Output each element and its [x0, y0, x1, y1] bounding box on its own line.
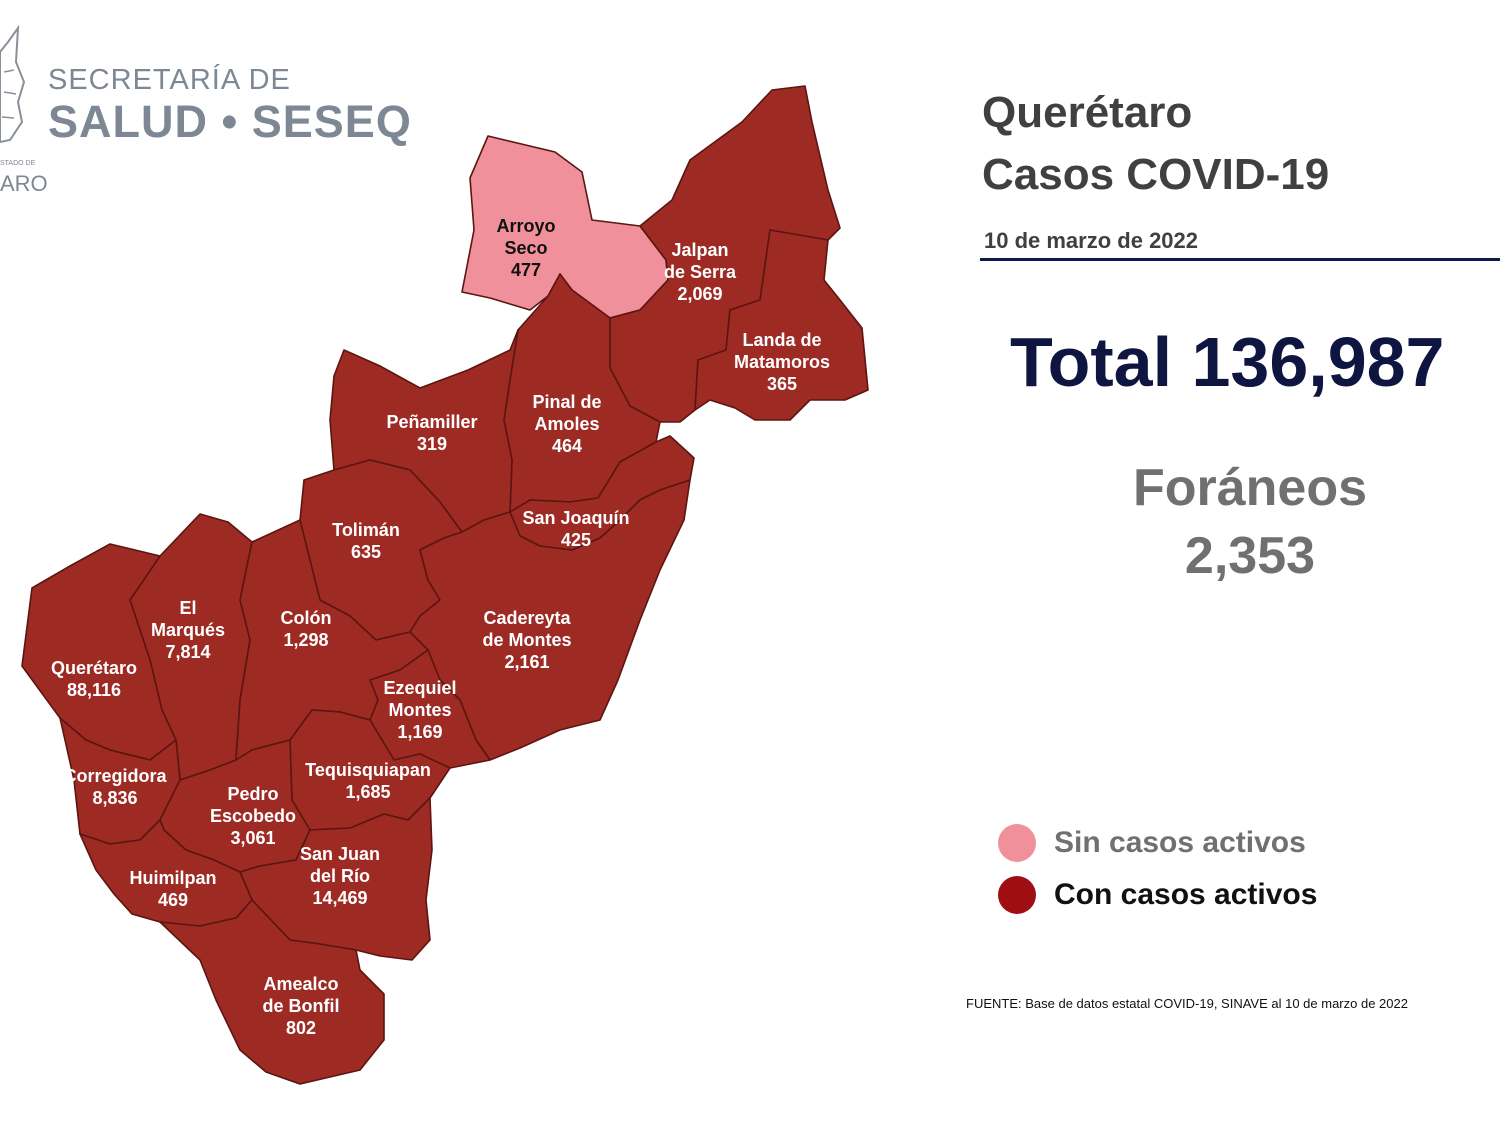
label-amealco: Amealco de Bonfil 802 [263, 974, 340, 1038]
label-jalpan: Jalpan de Serra 2,069 [664, 240, 737, 304]
label-toliman: Tolimán 635 [332, 520, 400, 562]
label-arroyo-seco: Arroyo Seco 477 [496, 216, 555, 280]
name-jalpan: Jalpan [671, 240, 728, 260]
name-landa: Matamoros [734, 352, 830, 372]
municipality-san-juan[interactable] [239, 797, 433, 961]
name-pedro-escobedo: Escobedo [210, 806, 296, 826]
data-source-note: FUENTE: Base de datos estatal COVID-19, … [966, 996, 1408, 1011]
label-tequisquiapan: Tequisquiapan 1,685 [305, 760, 431, 802]
total-cases: Total 136,987 [1010, 323, 1445, 401]
report-date: 10 de marzo de 2022 [984, 228, 1199, 253]
name-san-juan: del Río [310, 866, 370, 886]
case-count-queretaro: 88,116 [67, 680, 121, 700]
municipality-cadereyta[interactable] [409, 479, 691, 761]
label-landa: Landa de Matamoros 365 [734, 330, 830, 394]
name-tequisquiapan: Tequisquiapan [305, 760, 431, 780]
name-cadereyta: de Montes [482, 630, 571, 650]
case-count-colon: 1,298 [283, 630, 328, 650]
name-corregidora: Corregidora [63, 766, 167, 786]
legend-item-inactive: Sin casos activos [998, 824, 1306, 862]
state-emblem-icon [0, 24, 26, 144]
queretaro-municipality-map: Arroyo Seco 477 Jalpan de Serra 2,069 Landa de… [21, 85, 869, 1085]
foraneos-label: Foráneos [1132, 459, 1368, 517]
legend-label-inactive: Sin casos activos [1054, 826, 1306, 859]
legend-label-active: Con casos activos [1054, 878, 1318, 911]
case-count-ezequiel: 1,169 [397, 722, 442, 742]
case-count-toliman: 635 [351, 542, 381, 562]
label-colon: Colón 1,298 [281, 608, 332, 650]
name-el-marques: El [179, 598, 196, 618]
title-state: Querétaro [982, 88, 1193, 137]
logo-secretaria-text: SECRETARÍA DE [48, 64, 291, 96]
case-count-amealco: 802 [286, 1018, 316, 1038]
name-penamiller: Peñamiller [386, 412, 477, 432]
case-count-penamiller: 319 [417, 434, 447, 454]
case-count-arroyo-seco: 477 [511, 260, 541, 280]
municipality-landa[interactable] [694, 229, 869, 421]
municipality-amealco[interactable] [159, 899, 385, 1085]
case-count-san-joaquin: 425 [561, 530, 591, 550]
case-count-pinal: 464 [552, 436, 582, 456]
case-count-jalpan: 2,069 [677, 284, 722, 304]
name-arroyo-seco: Seco [504, 238, 547, 258]
case-count-pedro-escobedo: 3,061 [230, 828, 275, 848]
logo-salud-seseq-text: SALUD • SESEQ [48, 96, 412, 147]
name-pinal: Pinal de [532, 392, 601, 412]
label-queretaro: Querétaro 88,116 [51, 658, 137, 700]
name-pinal: Amoles [534, 414, 599, 434]
legend-item-active: Con casos activos [998, 876, 1317, 914]
label-cadereyta: Cadereyta de Montes 2,161 [482, 608, 571, 672]
legend-swatch-inactive [998, 824, 1036, 862]
case-count-landa: 365 [767, 374, 797, 394]
case-count-corregidora: 8,836 [92, 788, 137, 808]
label-san-joaquin: San Joaquín 425 [522, 508, 629, 550]
title-divider [980, 258, 1500, 261]
label-huimilpan: Huimilpan 469 [129, 868, 216, 910]
name-amealco: de Bonfil [263, 996, 340, 1016]
name-ezequiel: Montes [389, 700, 452, 720]
label-ezequiel: Ezequiel Montes 1,169 [383, 678, 456, 742]
label-corregidora: Corregidora 8,836 [63, 766, 167, 808]
name-arroyo-seco: Arroyo [496, 216, 555, 236]
name-landa: Landa de [742, 330, 821, 350]
label-pedro-escobedo: Pedro Escobedo 3,061 [210, 784, 296, 848]
logo-state-fragment-small: STADO DE [0, 160, 36, 167]
name-toliman: Tolimán [332, 520, 400, 540]
case-count-el-marques: 7,814 [165, 642, 210, 662]
legend-swatch-active [998, 876, 1036, 914]
name-huimilpan: Huimilpan [129, 868, 216, 888]
name-san-joaquin: San Joaquín [522, 508, 629, 528]
municipality-labels: Arroyo Seco 477 Jalpan de Serra 2,069 Landa de… [51, 216, 830, 1038]
label-pinal: Pinal de Amoles 464 [532, 392, 601, 456]
name-colon: Colón [281, 608, 332, 628]
municipality-huimilpan[interactable] [79, 819, 253, 927]
case-count-san-juan: 14,469 [312, 888, 367, 908]
case-count-cadereyta: 2,161 [504, 652, 549, 672]
title-subject: Casos COVID-19 [982, 150, 1330, 199]
name-cadereyta: Cadereyta [483, 608, 571, 628]
name-jalpan: de Serra [664, 262, 737, 282]
foraneos-value: 2,353 [1184, 527, 1316, 585]
case-count-huimilpan: 469 [158, 890, 188, 910]
logo-state-fragment-large: ARO [0, 171, 48, 196]
name-queretaro: Querétaro [51, 658, 137, 678]
name-san-juan: San Juan [300, 844, 380, 864]
name-ezequiel: Ezequiel [383, 678, 456, 698]
label-el-marques: El Marqués 7,814 [151, 598, 225, 662]
name-pedro-escobedo: Pedro [227, 784, 278, 804]
label-san-juan: San Juan del Río 14,469 [300, 844, 380, 908]
case-count-tequisquiapan: 1,685 [345, 782, 390, 802]
name-amealco: Amealco [263, 974, 338, 994]
label-penamiller: Peñamiller 319 [386, 412, 477, 454]
name-el-marques: Marqués [151, 620, 225, 640]
